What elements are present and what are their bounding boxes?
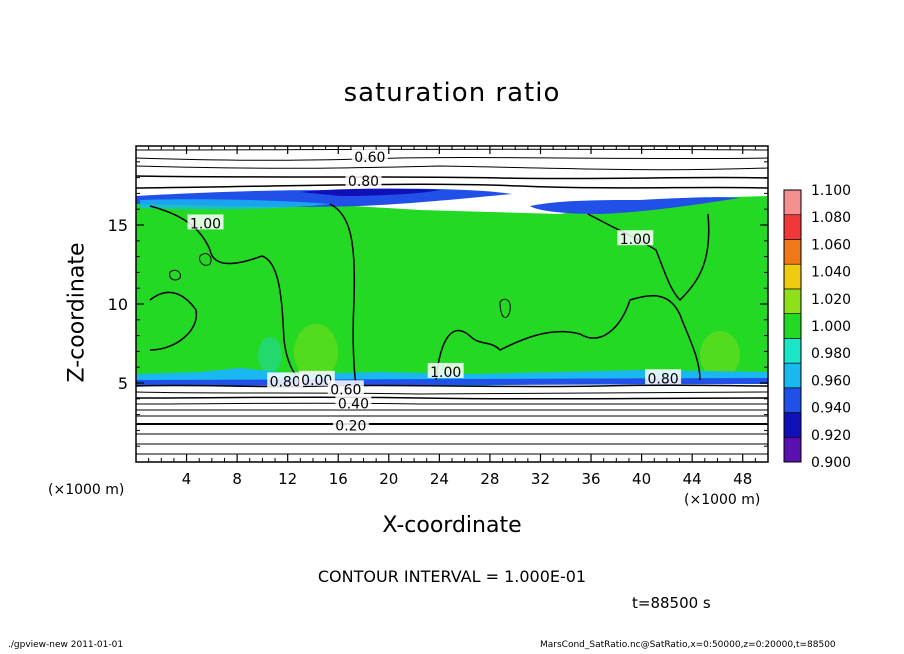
colorbar-label: 1.020 — [811, 292, 851, 308]
colorbar-swatch — [783, 263, 802, 290]
colorbar-label: 1.100 — [811, 183, 851, 199]
x-tick-label: 20 — [379, 470, 398, 488]
contour-label: 1.00 — [430, 365, 461, 381]
contour-label-bg — [427, 362, 464, 378]
y-tick-label: 15 — [108, 216, 128, 235]
colorbar-swatch — [783, 338, 802, 364]
supersat-patch — [700, 331, 740, 379]
colorbar-label: 0.980 — [811, 346, 851, 362]
x-tick-label: 28 — [480, 470, 499, 488]
contour-labels: 0.600.801.001.001.000.80 0.000.600.400.20… — [187, 148, 682, 435]
colorbar-swatch — [783, 313, 802, 339]
contour-line — [136, 391, 768, 395]
contour-line — [136, 396, 768, 400]
cloud-top-edge-light — [140, 199, 330, 210]
colorbar-swatch — [783, 387, 802, 413]
contour-label: 1.00 — [620, 232, 651, 248]
colorbar-swatch — [783, 288, 802, 314]
cloud-top-edge-dark — [300, 188, 440, 196]
plot-area — [136, 188, 768, 386]
contour-label-bg — [267, 372, 304, 388]
contour-line — [435, 295, 701, 381]
contour-label: 0.80 — [348, 174, 379, 190]
contour-label: 0.00 — [301, 373, 332, 389]
colorbar-label: 0.920 — [811, 428, 851, 444]
colorbar-swatch — [783, 239, 802, 265]
contour-label-bg — [617, 230, 654, 246]
y-axis-unit: (×1000 m) — [48, 482, 125, 498]
contour-label-bg — [645, 369, 682, 385]
contour-line — [136, 175, 768, 180]
footer-left-text: ./gpview-new 2011-01-01 — [8, 640, 124, 650]
x-tick-label: 48 — [733, 470, 752, 488]
colorbar-swatch — [783, 362, 802, 389]
contour-label: 0.20 — [335, 419, 366, 435]
saturated-region — [136, 196, 768, 384]
supersat-patch — [294, 324, 338, 380]
supersat-patch — [258, 337, 282, 373]
contour-line — [136, 148, 768, 151]
colorbar-swatch — [783, 436, 802, 463]
contour-label-bg — [332, 416, 369, 432]
x-axis: 4 8 12 16 20 24 28 32 36 40 44 48 — [148, 146, 756, 488]
x-axis-unit: (×1000 m) — [684, 492, 761, 508]
x-tick-label: 32 — [531, 470, 550, 488]
contour-label-bg — [335, 394, 372, 410]
contour-line — [329, 203, 357, 385]
contour-line — [136, 402, 768, 405]
y-axis: 5 10 15 — [108, 161, 768, 447]
colorbar-label: 1.080 — [811, 210, 851, 226]
colorbar-label: 1.000 — [811, 319, 851, 335]
colorbar-label: 0.940 — [811, 401, 851, 417]
contour-label: 0.40 — [338, 397, 369, 413]
x-tick-label: 8 — [232, 470, 242, 488]
colorbar-swatch — [783, 214, 802, 240]
x-tick-label: 12 — [278, 470, 297, 488]
contour-line — [169, 269, 181, 281]
contour-label: 0.80 — [270, 374, 301, 390]
contour-label-bg — [298, 370, 335, 386]
colorbar-frame — [783, 189, 802, 463]
contour-line — [136, 156, 768, 161]
contour-label-bg — [327, 380, 364, 396]
x-tick-label: 4 — [182, 470, 192, 488]
colorbar-label: 1.060 — [811, 237, 851, 253]
x-axis-label: X-coordinate — [382, 513, 522, 538]
contour-line — [499, 298, 511, 318]
colorbar-label: 0.960 — [811, 373, 851, 389]
contour-lines — [136, 148, 768, 455]
contour-interval-text: CONTOUR INTERVAL = 1.000E-01 — [317, 567, 587, 586]
x-tick-label: 40 — [632, 470, 651, 488]
contour-line — [136, 183, 768, 189]
contour-label: 1.00 — [190, 216, 221, 232]
chart-title: saturation ratio — [343, 78, 561, 108]
x-tick-label: 36 — [581, 470, 600, 488]
contour-line — [136, 165, 768, 171]
contour-line — [149, 205, 305, 385]
contour-label: 0.60 — [330, 382, 361, 398]
colorbar-label: 0.900 — [811, 455, 851, 471]
colorbar-label: 1.040 — [811, 265, 851, 281]
contour-line — [149, 291, 198, 351]
contour-label-bg — [187, 214, 224, 230]
contour-line — [136, 384, 768, 388]
y-tick-label: 10 — [108, 295, 128, 314]
contour-label: 0.80 — [648, 371, 679, 387]
colorbar: 0.900 0.920 0.940 0.960 0.980 1.000 1.020 1.040… — [783, 183, 851, 471]
footer-right-text: MarsCond_SatRatio.nc@SatRatio,x=0:50000,… — [540, 640, 836, 650]
x-tick-label: 44 — [683, 470, 702, 488]
colorbar-swatch — [783, 412, 802, 438]
contour-label: 0.60 — [354, 150, 385, 166]
contour-label-bg — [351, 148, 388, 164]
x-tick-label: 24 — [430, 470, 449, 488]
cloud-top-edge — [530, 197, 740, 214]
time-label: t=88500 s — [632, 594, 711, 612]
contour-label-bg — [345, 171, 382, 187]
colorbar-swatch — [783, 189, 802, 216]
x-tick-label: 16 — [329, 470, 348, 488]
contour-line — [199, 253, 212, 266]
y-tick-label: 5 — [118, 374, 128, 393]
